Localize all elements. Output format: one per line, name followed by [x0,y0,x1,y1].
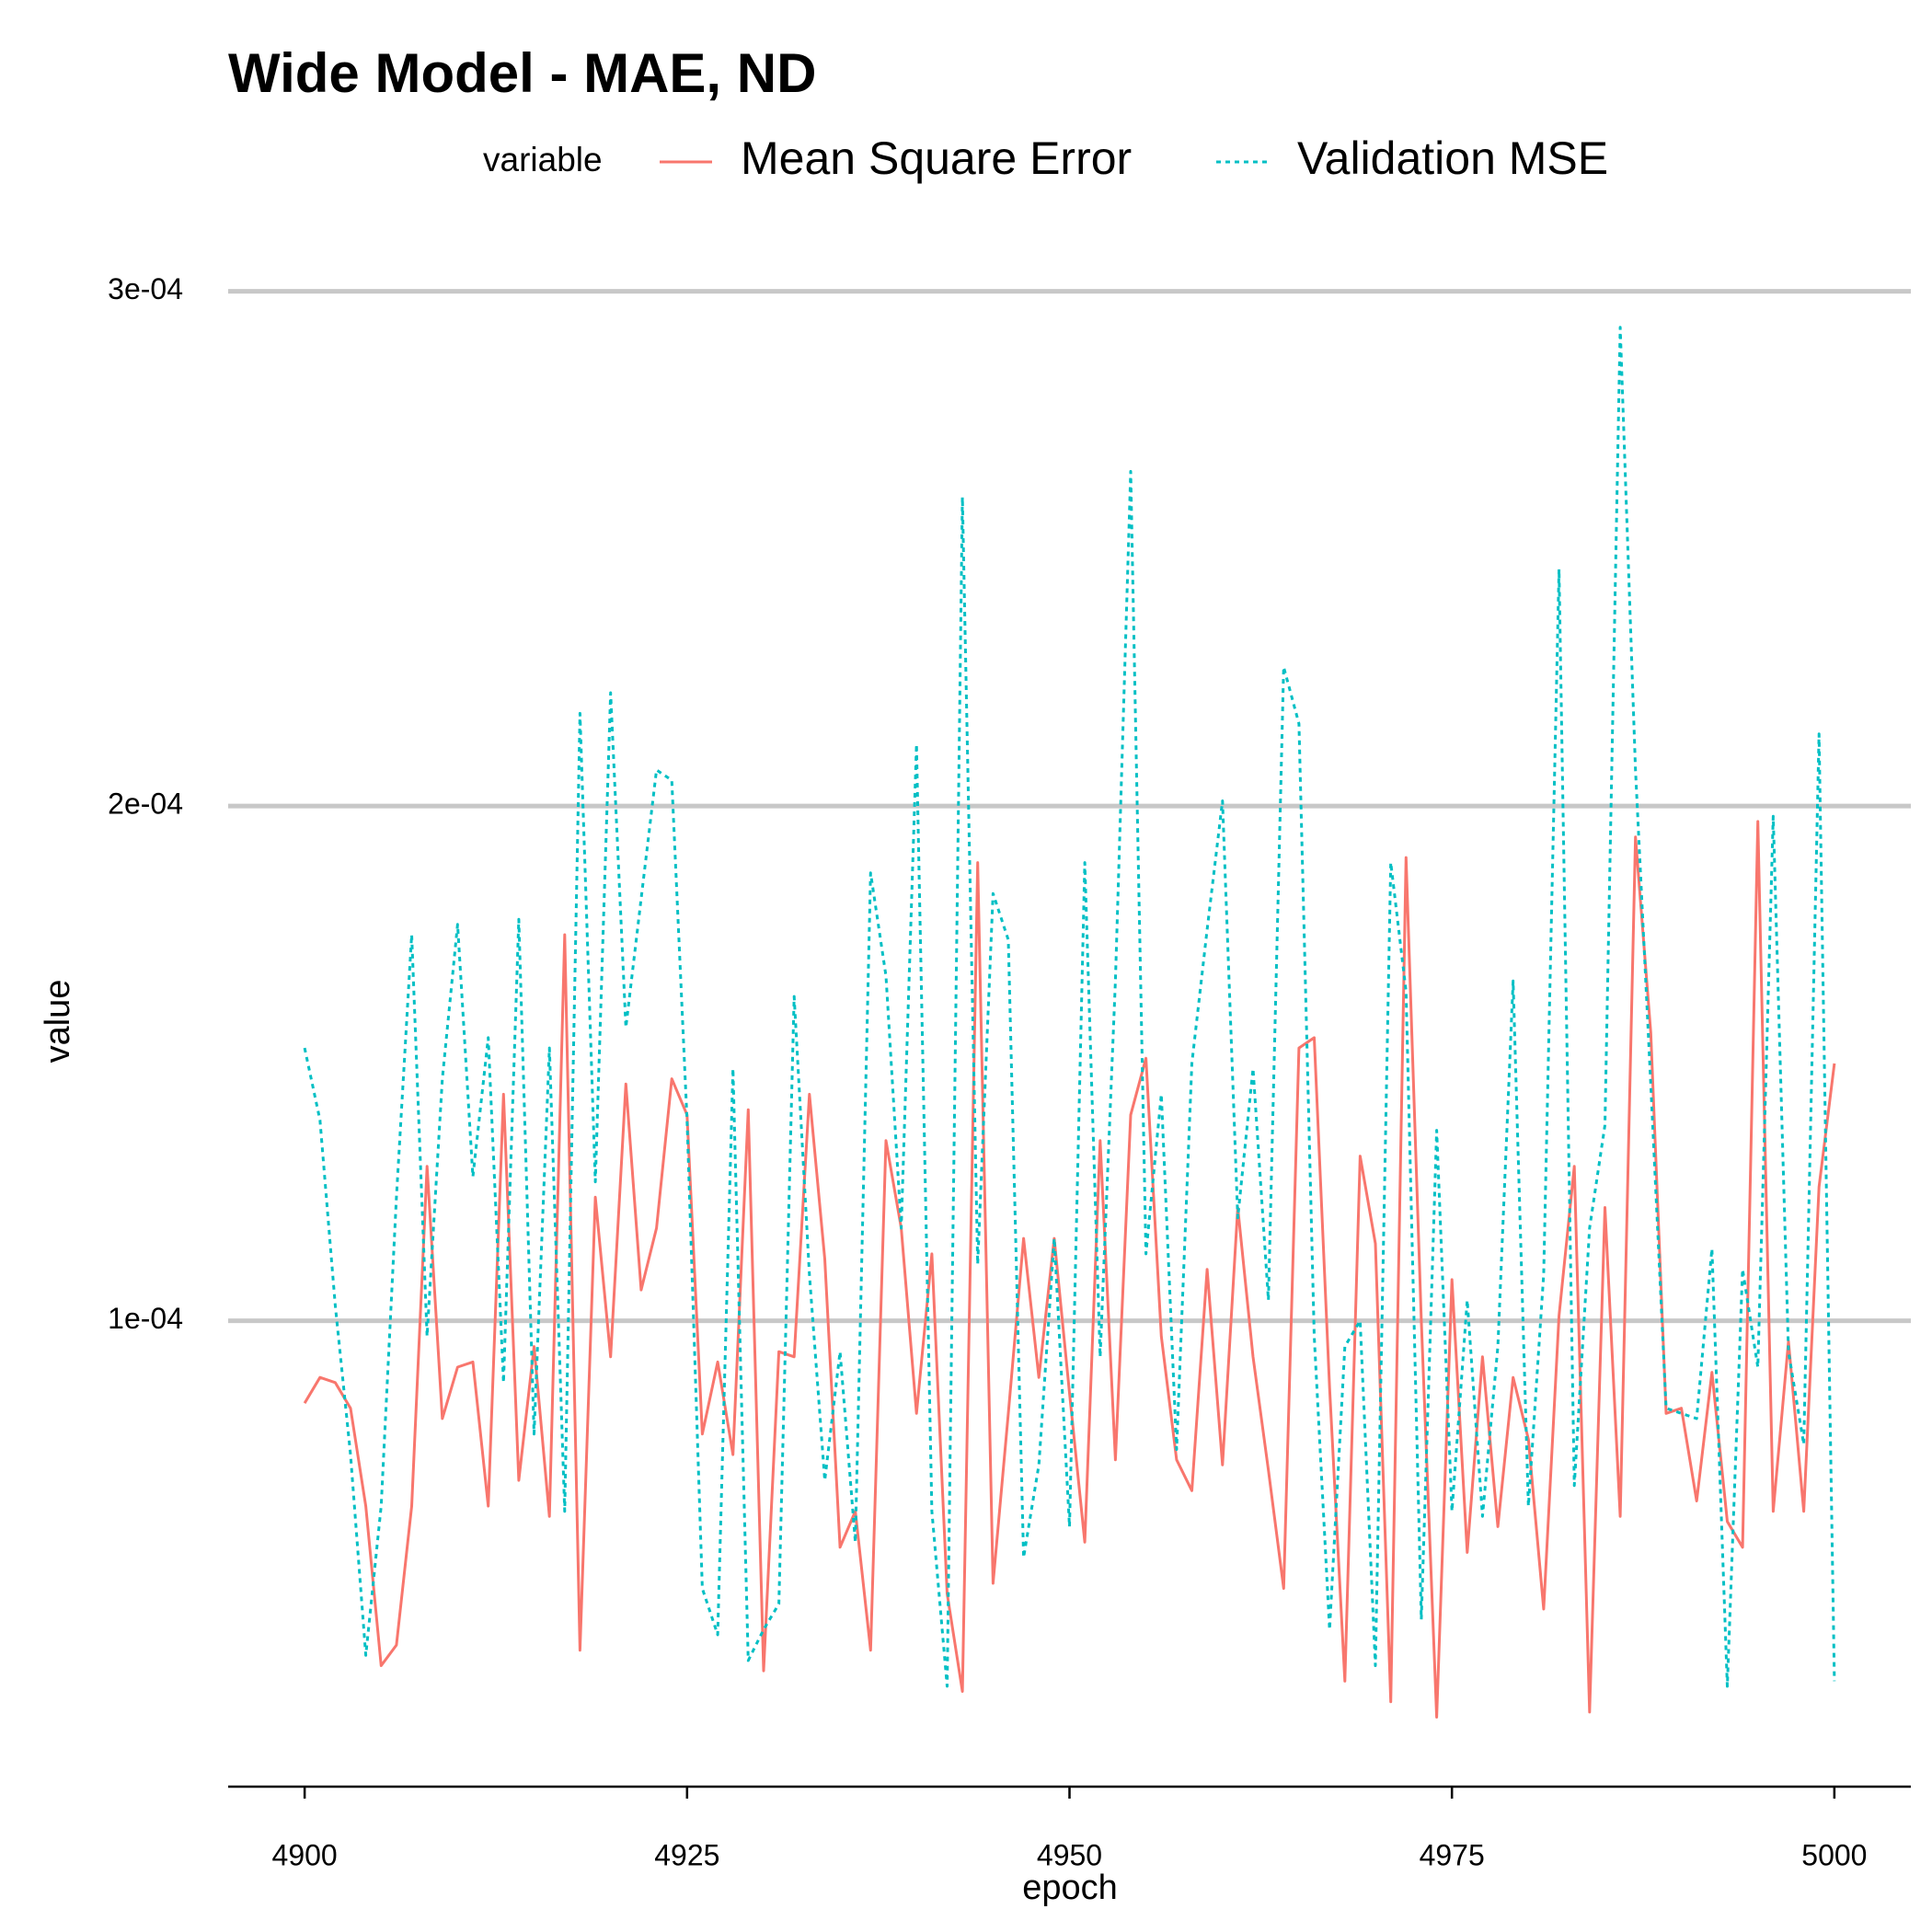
x-tick-label: 4975 [1420,1838,1485,1871]
legend-label: Validation MSE [1297,132,1608,184]
y-tick-label: 3e-04 [108,272,183,305]
x-tick-label: 5000 [1801,1838,1867,1871]
x-tick-label: 4950 [1037,1838,1102,1871]
y-tick-label: 1e-04 [108,1302,183,1335]
chart-title: Wide Model - MAE, ND [228,42,816,104]
y-axis-label: value [39,980,77,1064]
series-line [303,326,1836,1688]
x-tick-label: 4900 [272,1838,338,1871]
x-axis-label: epoch [1022,1869,1118,1907]
legend-title: variable [483,141,603,178]
x-tick-label: 4925 [654,1838,719,1871]
series-line [303,820,1836,1719]
y-tick-label: 2e-04 [108,788,183,821]
legend-label: Mean Square Error [741,132,1132,184]
